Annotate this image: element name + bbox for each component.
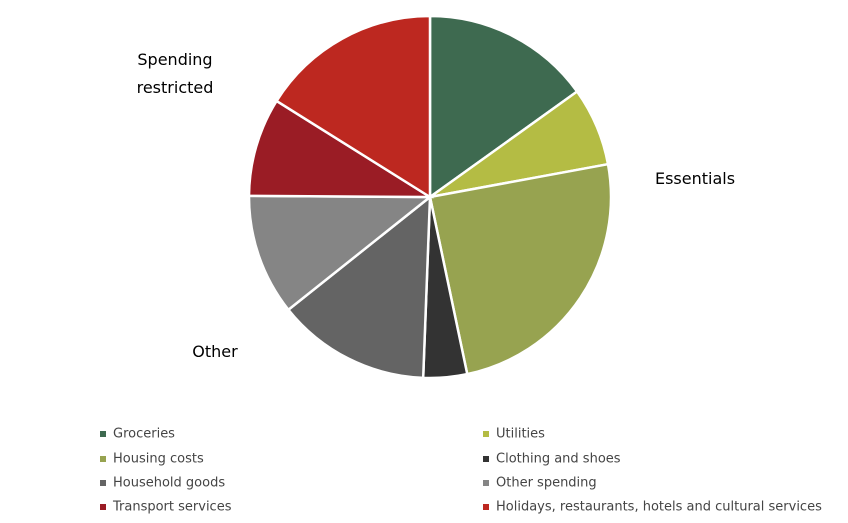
pie-slice bbox=[428, 14, 579, 200]
legend-label: Holidays, restaurants, hotels and cultur… bbox=[496, 500, 822, 515]
pie-slice bbox=[286, 194, 432, 380]
legend-swatch bbox=[483, 456, 489, 462]
legend-swatch bbox=[100, 431, 106, 437]
legend-label: Utilities bbox=[496, 427, 545, 442]
legend-label: Housing costs bbox=[113, 452, 204, 467]
legend-swatch bbox=[483, 504, 489, 510]
legend-label: Other spending bbox=[496, 476, 597, 491]
pie-slice bbox=[274, 14, 432, 200]
legend-swatch bbox=[100, 480, 106, 486]
pie-slice bbox=[428, 162, 613, 376]
annotation: Essentials bbox=[654, 169, 736, 188]
pie-slice bbox=[247, 99, 435, 199]
legend-label: Groceries bbox=[113, 427, 175, 442]
legend-label: Transport services bbox=[112, 500, 232, 515]
annotation: Other bbox=[192, 342, 238, 361]
legend-label: Clothing and shoes bbox=[496, 452, 621, 467]
annotation: Spending restricted bbox=[136, 50, 214, 97]
legend-swatch bbox=[483, 431, 489, 437]
legend-swatch bbox=[100, 456, 106, 462]
legend-swatch bbox=[483, 480, 489, 486]
legend-label: Household goods bbox=[113, 476, 225, 491]
pie-slice bbox=[247, 194, 434, 312]
legend-swatch bbox=[100, 504, 106, 510]
